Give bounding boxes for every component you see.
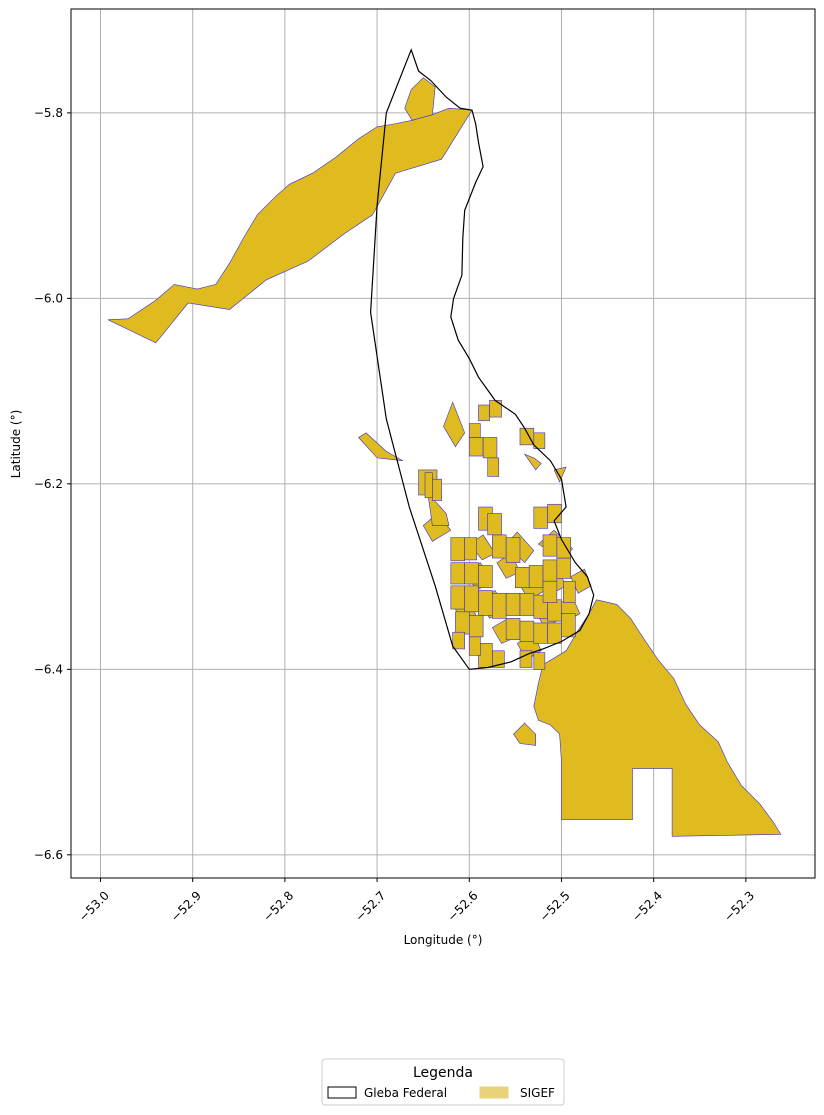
y-tick-label: −6.0: [34, 291, 63, 305]
sigef-parcel: [450, 585, 465, 610]
y-axis-label: Latitude (°): [9, 410, 23, 479]
legend-swatch-gleba: [327, 1086, 357, 1099]
x-tick-label: −52.9: [168, 888, 204, 924]
x-tick-label: −52.5: [537, 888, 573, 924]
sigef-parcel: [528, 565, 544, 589]
sigef-parcel: [547, 622, 562, 644]
sigef-parcel: [432, 478, 442, 501]
sigef-parcel: [478, 565, 493, 589]
sigef-polygon: [513, 722, 537, 746]
sigef-parcel: [542, 559, 558, 582]
x-tick-label: −52.6: [445, 888, 481, 924]
y-tick-label: −5.8: [34, 106, 63, 120]
sigef-parcel: [547, 599, 562, 622]
y-tick-label: −6.2: [34, 477, 63, 491]
sigef-parcel: [505, 618, 521, 640]
sigef-parcel: [505, 592, 521, 616]
sigef-parcel: [556, 537, 571, 559]
y-tick-label: −6.4: [34, 662, 63, 676]
sigef-polygon: [523, 453, 542, 471]
sigef-parcel: [455, 611, 470, 635]
sigef-parcel: [515, 567, 530, 589]
x-tick-label: −52.4: [629, 888, 665, 924]
sigef-parcel: [533, 652, 546, 670]
sigef-parcel: [492, 592, 507, 619]
sigef-parcel: [542, 580, 558, 603]
plot-frame: [70, 8, 816, 879]
sigef-polygon: [443, 401, 466, 448]
x-axis-ticks: −53.0 −52.9 −52.8 −52.7 −52.6 −52.5 −52.4 −52.3: [76, 878, 757, 924]
sigef-parcel: [556, 557, 571, 579]
sigef-parcel: [519, 650, 533, 668]
sigef-parcel: [533, 622, 548, 644]
sigef-parcel: [468, 636, 481, 656]
sigef-parcel: [533, 432, 546, 449]
sigef-parcel: [492, 534, 507, 559]
legend: Legenda Gleba Federal SIGEF: [321, 1058, 565, 1106]
sigef-parcel: [478, 404, 490, 422]
sigef-parcel: [487, 457, 500, 477]
sigef-polygon: [404, 77, 436, 121]
sigef-parcel: [452, 631, 465, 650]
sigef-parcel: [482, 437, 498, 459]
sigef-parcel: [542, 534, 558, 557]
sigef-parcel: [424, 472, 433, 499]
sigef-parcel: [478, 590, 493, 616]
legend-label-sigef: SIGEF: [520, 1086, 555, 1100]
sigef-parcel: [561, 613, 576, 638]
sigef-parcel: [505, 537, 521, 563]
sigef-parcel: [468, 437, 484, 457]
sigef-parcel: [487, 513, 502, 536]
sigef-parcel: [464, 585, 479, 613]
y-tick-label: −6.6: [34, 848, 63, 862]
gleba-federal-outline: [369, 48, 595, 670]
sigef-parcel: [450, 537, 465, 562]
x-tick-label: −53.0: [76, 888, 112, 924]
sigef-parcel: [563, 580, 576, 603]
y-axis-ticks: −5.8 −6.0 −6.2 −6.4 −6.6: [34, 106, 71, 862]
sigef-parcel: [533, 506, 548, 529]
x-axis-label: Longitude (°): [404, 933, 483, 947]
x-tick-label: −52.3: [721, 888, 757, 924]
sigef-polygon: [107, 107, 473, 344]
sigef-parcel: [519, 620, 535, 642]
legend-title: Legenda: [413, 1065, 473, 1081]
sigef-parcel: [519, 592, 535, 616]
sigef-parcel: [464, 537, 477, 561]
sigef-parcel: [468, 423, 481, 438]
sigef-polygon: [358, 432, 404, 461]
sigef-parcel: [450, 562, 465, 585]
sigef-polygon: [533, 599, 782, 837]
map-layers: [107, 48, 782, 837]
sigef-parcel: [468, 615, 484, 638]
sigef-parcel: [464, 562, 479, 585]
x-tick-label: −52.7: [353, 888, 389, 924]
legend-label-gleba: Gleba Federal: [364, 1086, 447, 1100]
legend-swatch-sigef: [479, 1086, 509, 1099]
sigef-polygon: [427, 492, 450, 526]
x-tick-label: −52.8: [260, 888, 296, 924]
